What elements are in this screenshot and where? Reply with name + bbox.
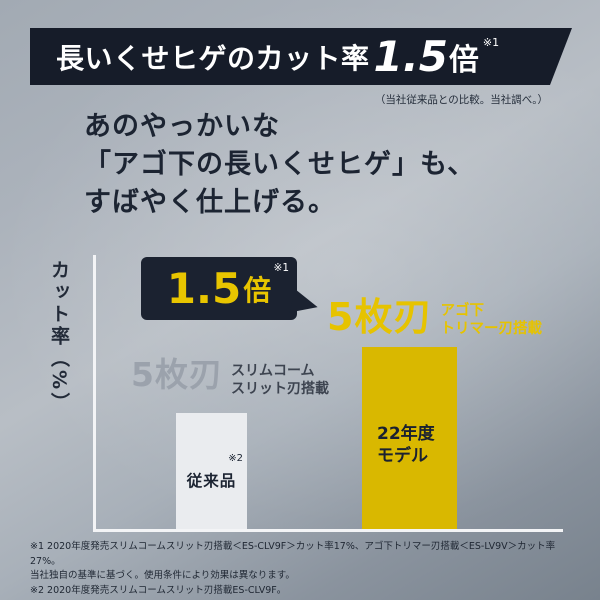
- headline-line-1: あのやっかいな: [84, 111, 280, 142]
- old-blade-desc: スリムコーム スリット刃搭載: [231, 362, 329, 398]
- new-bar-label-line-2: モデル: [377, 446, 428, 466]
- new-blade-desc: アゴ下 トリマー刃搭載: [440, 302, 542, 339]
- bubble-ratio-unit: 倍: [243, 273, 272, 307]
- y-axis-label: カット率（%）: [48, 260, 70, 415]
- footnote-line-2: 当社独自の基準に基づく。使用条件により効果は異なります。: [30, 570, 295, 581]
- new-bar-label-line-1: 22年度: [377, 424, 435, 444]
- banner-ratio-unit: 倍: [448, 42, 479, 78]
- headline-line-3: すばやく仕上げる。: [84, 187, 336, 218]
- ratio-speech-bubble: 1.5 倍 ※1: [141, 257, 297, 320]
- footnote-line-1: ※1 2020年度発売スリムコームスリット刃搭載＜ES-CLV9F＞カット率17…: [30, 541, 556, 567]
- footnotes: ※1 2020年度発売スリムコームスリット刃搭載＜ES-CLV9F＞カット率17…: [30, 540, 578, 598]
- headline-line-2: 「アゴ下の長いくせヒゲ」も、: [84, 149, 476, 180]
- bubble-ratio-number: 1.5: [166, 263, 242, 313]
- headline-copy: あのやっかいな 「アゴ下の長いくせヒゲ」も、 すばやく仕上げる。: [84, 108, 475, 222]
- new-blade-count: 5枚刃: [327, 295, 433, 339]
- footnote-line-3: ※2 2020年度発売スリムコームスリット刃搭載ES-CLV9F。: [30, 584, 287, 596]
- old-bar-label: 従来品: [186, 472, 237, 490]
- banner-footnote-ref: ※1: [482, 36, 500, 49]
- bar-old-model: ※2 従来品: [176, 413, 247, 529]
- x-axis-line: [93, 529, 563, 532]
- banner-title-text: 長いくせヒゲのカット率: [56, 41, 370, 75]
- new-blade-desc-line-1: アゴ下: [440, 303, 484, 319]
- old-model-blade-label: 5枚刃 スリムコーム スリット刃搭載: [131, 355, 329, 398]
- title-banner: 長いくせヒゲのカット率 1.5 倍 ※1: [30, 28, 572, 85]
- old-bar-footnote-ref: ※2: [228, 453, 243, 464]
- comparison-note: （当社従来品との比較。当社調べ。）: [374, 94, 548, 106]
- old-blade-desc-line-1: スリムコーム: [230, 363, 315, 379]
- banner-ratio-number: 1.5: [373, 31, 448, 81]
- new-model-blade-label: 5枚刃 アゴ下 トリマー刃搭載: [327, 295, 542, 339]
- old-blade-desc-line-2: スリット刃搭載: [230, 381, 329, 397]
- bar-new-model: 22年度 モデル: [362, 347, 457, 529]
- new-bar-label: 22年度 モデル: [362, 423, 435, 467]
- bubble-footnote-ref: ※1: [273, 262, 289, 274]
- old-blade-count: 5枚刃: [131, 355, 223, 394]
- y-axis-line: [93, 255, 96, 532]
- new-blade-desc-line-2: トリマー刃搭載: [440, 321, 542, 337]
